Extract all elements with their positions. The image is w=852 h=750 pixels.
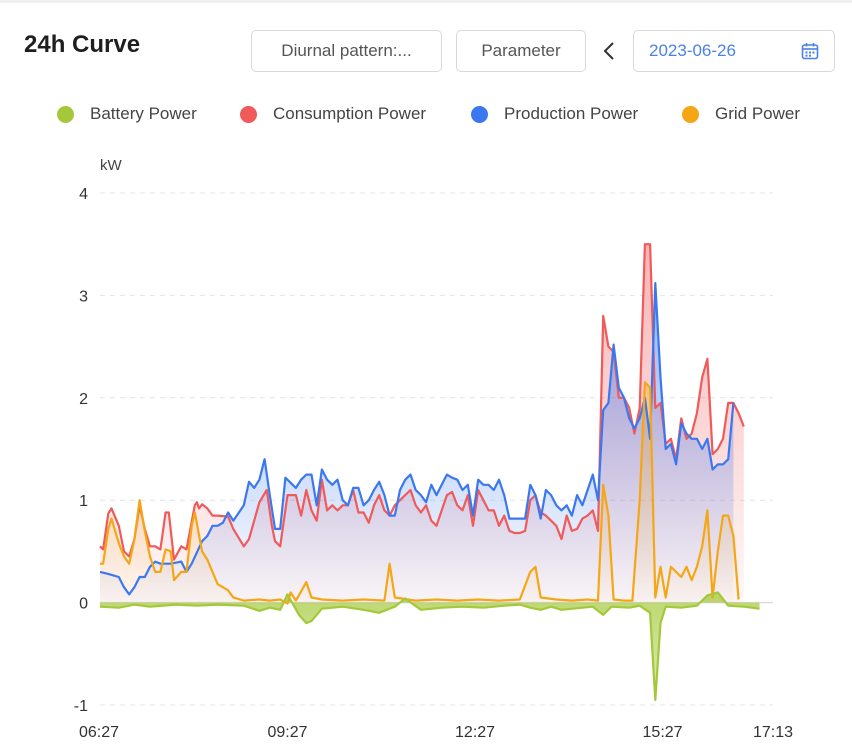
legend-marker [240,105,257,123]
parameter-button[interactable]: Parameter [456,30,586,72]
page-title: 24h Curve [24,31,141,58]
y-tick-label: -1 [74,698,88,715]
x-tick-label: 09:27 [267,724,307,741]
y-tick-label: 4 [79,186,88,203]
x-tick-label: 15:27 [643,724,683,741]
legend-marker [471,105,488,123]
legend-marker [682,105,699,123]
legend-label: Grid Power [715,104,801,123]
diurnal-pattern-select-label: Diurnal pattern:... [281,41,412,60]
y-tick-label: 2 [79,391,88,408]
legend-marker [57,105,74,123]
legend-item-grid-power[interactable]: Grid Power [682,104,800,124]
legend-label: Consumption Power [273,104,427,123]
series-line-grid-power[interactable] [100,381,740,605]
prev-day-button[interactable] [598,38,620,64]
area-production-power [100,283,734,603]
y-unit-label: kW [100,157,123,174]
y-tick-label: 1 [79,493,88,510]
series-line-battery-power[interactable] [99,591,760,701]
parameter-button-label: Parameter [481,41,561,60]
x-tick-label: 17:13 [753,724,793,741]
x-tick-label: 12:27 [455,724,495,741]
date-picker[interactable]: 2023-06-26 [633,30,835,72]
legend-item-consumption-power[interactable]: Consumption Power [240,104,426,124]
x-tick-label: 06:27 [79,724,119,741]
legend-item-battery-power[interactable]: Battery Power [57,104,197,124]
y-tick-label: 0 [79,596,88,613]
calendar-icon[interactable] [801,42,819,60]
series-line-consumption-power[interactable] [99,243,745,561]
legend-label: Battery Power [90,104,197,123]
area-battery-power [100,592,760,700]
top-divider [0,0,852,3]
legend-item-production-power[interactable]: Production Power [471,104,638,124]
chart-legend: Battery Power Consumption Power Producti… [0,104,852,128]
area-grid-power [100,382,739,604]
chevron-left-icon [603,42,614,60]
date-value: 2023-06-26 [649,41,736,60]
legend-label: Production Power [504,104,639,123]
y-tick-label: 3 [79,288,88,305]
series-line-production-power[interactable] [99,282,735,596]
diurnal-pattern-select[interactable]: Diurnal pattern:... [251,30,442,72]
